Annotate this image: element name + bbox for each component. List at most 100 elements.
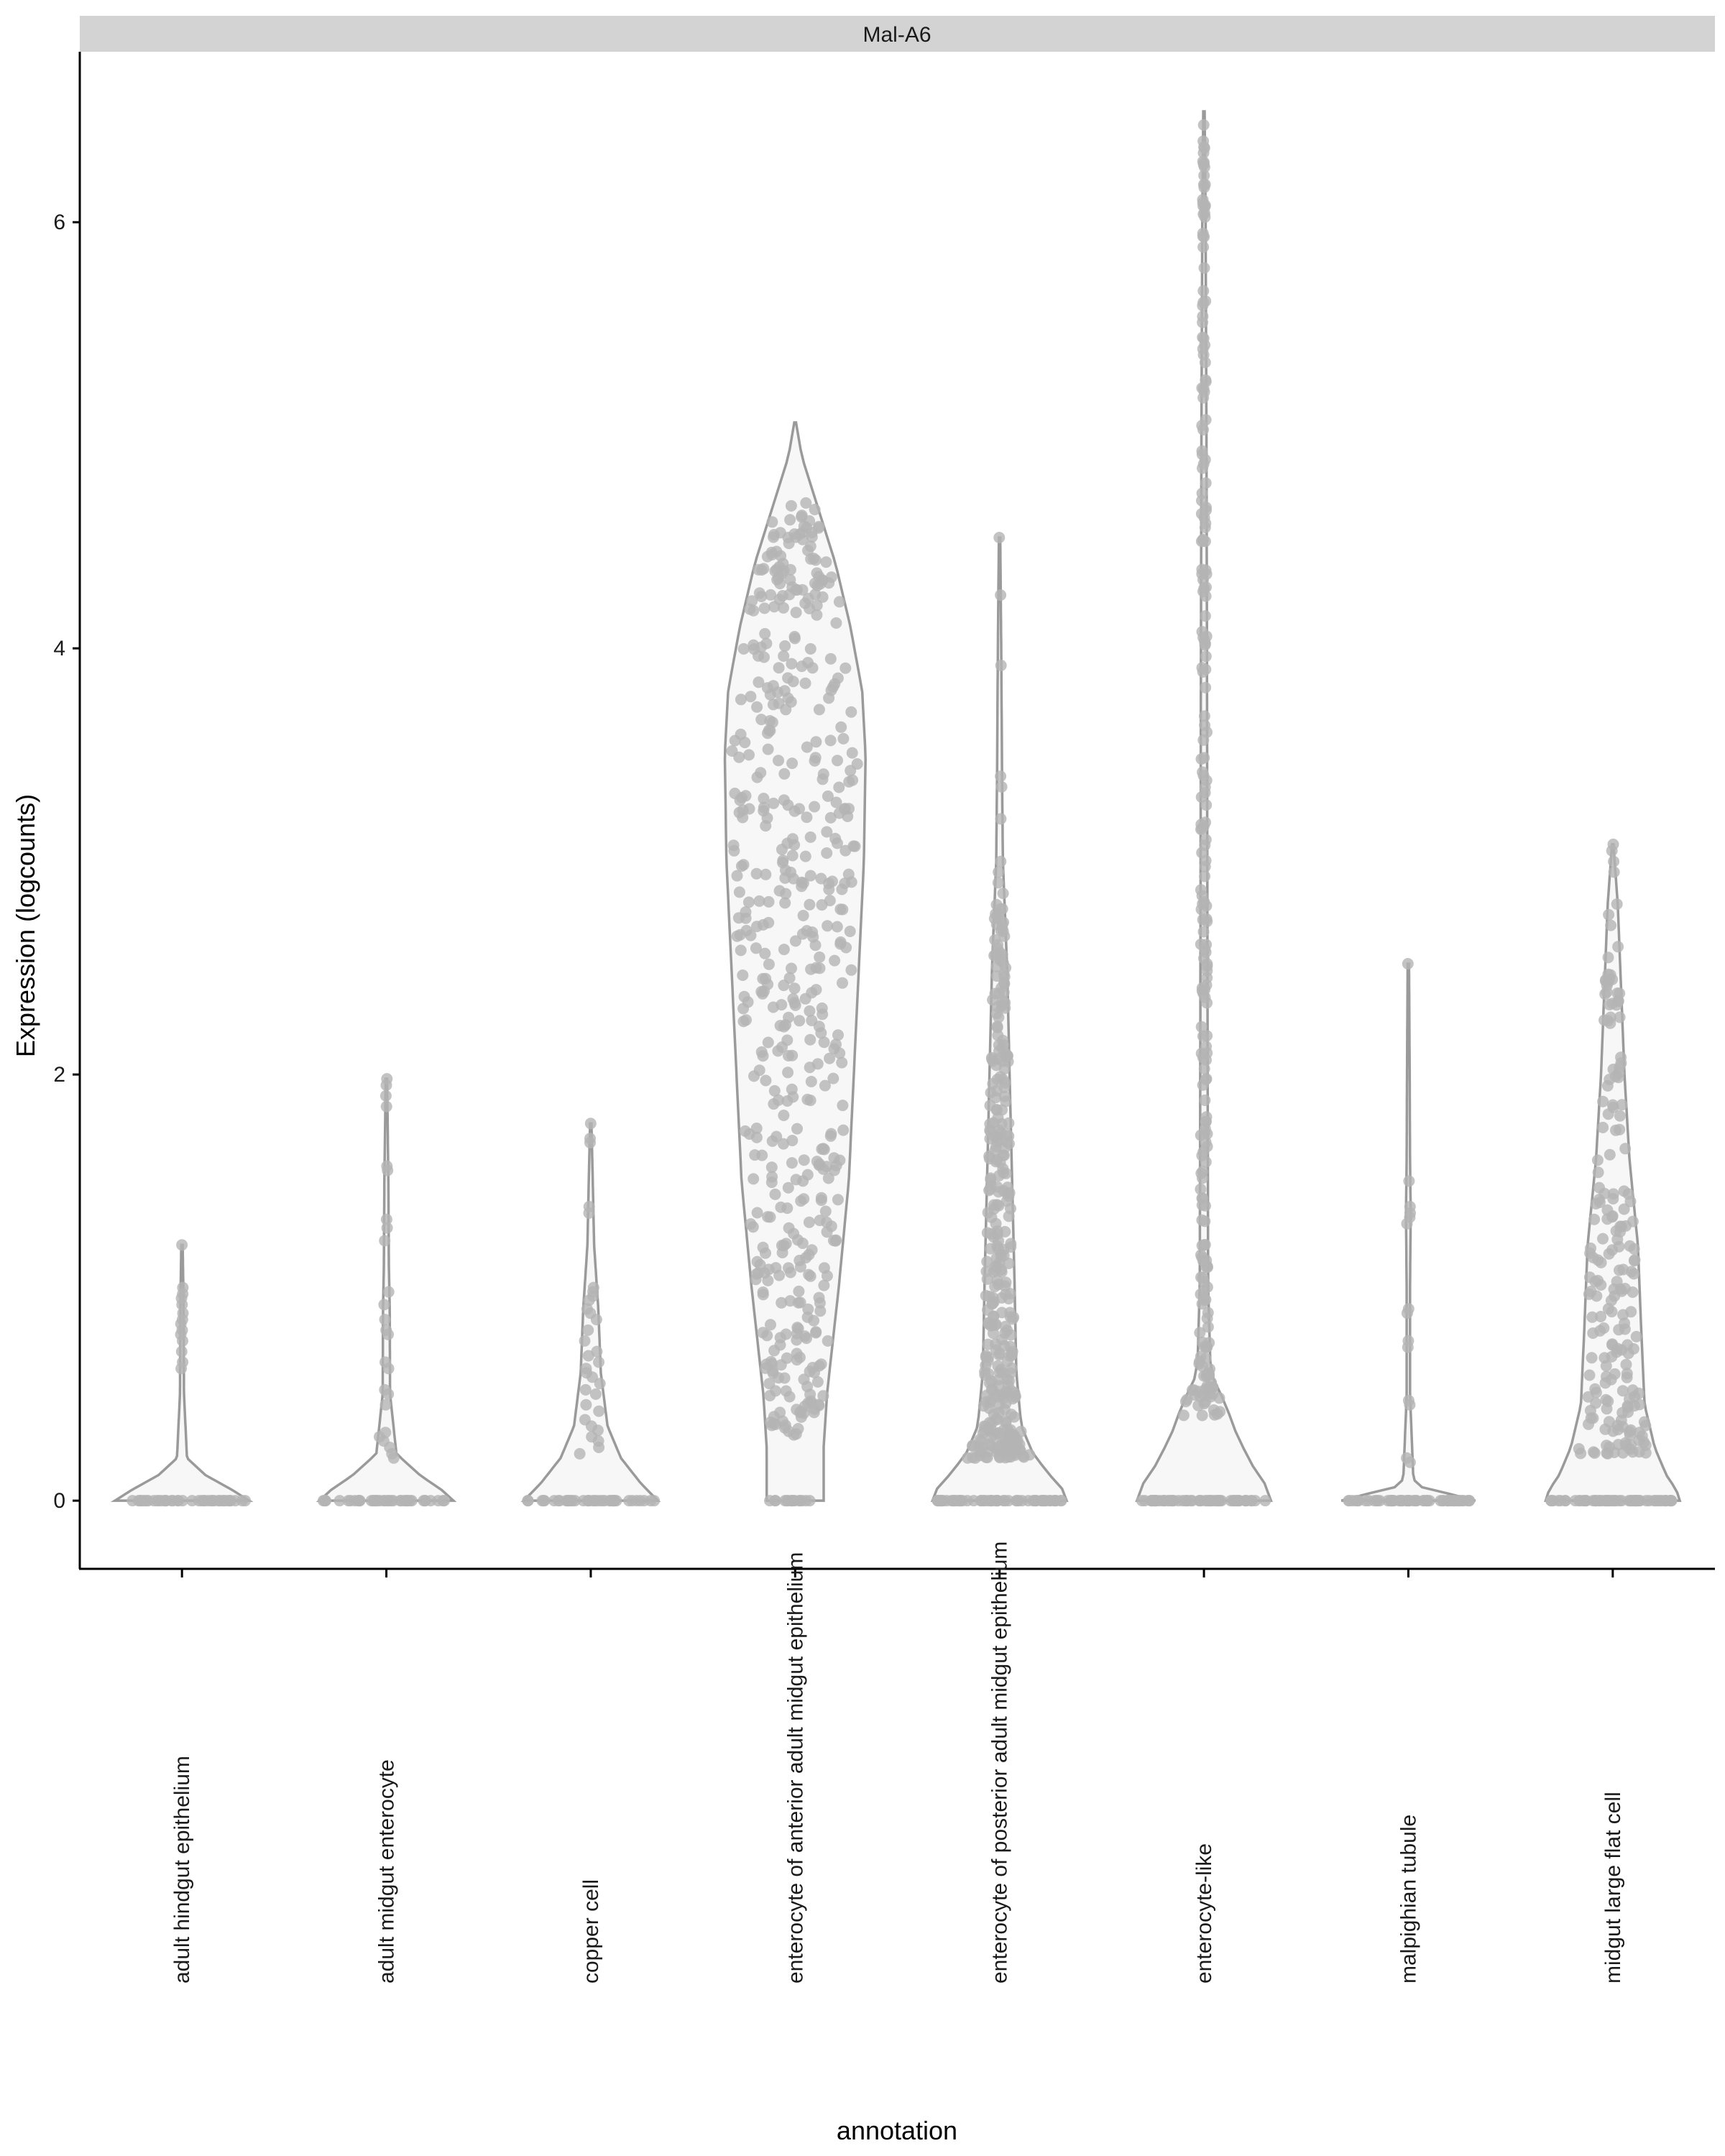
data-point xyxy=(824,811,837,824)
data-point xyxy=(837,1100,849,1112)
data-point xyxy=(1197,770,1210,782)
data-point xyxy=(1196,420,1208,432)
data-point xyxy=(565,1495,577,1507)
data-point xyxy=(782,1067,794,1079)
data-point xyxy=(824,1130,837,1142)
y-tick-label: 4 xyxy=(53,637,65,660)
data-point xyxy=(985,1051,998,1064)
data-point xyxy=(1200,663,1212,676)
data-point xyxy=(981,1273,993,1285)
y-ticks: 0 2 4 6 xyxy=(53,211,80,1513)
data-point xyxy=(1457,1495,1469,1507)
data-point xyxy=(1194,1327,1206,1339)
data-point xyxy=(758,602,770,614)
data-point xyxy=(819,1205,832,1217)
data-point xyxy=(743,749,755,761)
data-point xyxy=(990,918,1003,931)
data-point xyxy=(789,999,801,1011)
data-point xyxy=(580,1399,592,1411)
data-point xyxy=(1640,1495,1652,1507)
data-point xyxy=(1022,1495,1034,1507)
data-point xyxy=(814,1305,827,1317)
data-point xyxy=(1006,1393,1018,1405)
data-point xyxy=(813,704,825,716)
data-point xyxy=(1196,1251,1208,1263)
data-point xyxy=(432,1495,444,1507)
data-point xyxy=(236,1495,248,1507)
data-point xyxy=(1005,1451,1017,1463)
data-point xyxy=(593,1356,604,1368)
data-point xyxy=(1597,1121,1609,1133)
data-point xyxy=(599,1495,611,1507)
data-point xyxy=(792,1322,804,1335)
data-point xyxy=(1181,1393,1193,1406)
data-point xyxy=(1195,1047,1208,1059)
data-point xyxy=(584,1118,597,1130)
data-point xyxy=(1197,349,1210,361)
data-point xyxy=(845,706,857,718)
data-point xyxy=(1585,1242,1596,1254)
data-point xyxy=(1198,752,1210,764)
data-point xyxy=(1602,1015,1614,1027)
data-point xyxy=(786,962,797,975)
data-point xyxy=(809,554,822,566)
data-point xyxy=(780,1328,792,1340)
data-point xyxy=(811,1156,823,1168)
data-point xyxy=(984,1100,996,1112)
data-point xyxy=(795,1411,807,1423)
data-point xyxy=(832,1194,844,1206)
data-point xyxy=(1598,1322,1610,1334)
data-point xyxy=(1004,1288,1016,1300)
data-point xyxy=(837,732,850,745)
data-point xyxy=(991,1181,1003,1193)
data-point xyxy=(806,1015,818,1026)
data-point xyxy=(1605,1373,1617,1386)
data-point xyxy=(1198,262,1210,274)
data-point xyxy=(998,968,1010,980)
data-point xyxy=(1003,1210,1015,1222)
data-point xyxy=(811,609,823,621)
data-point xyxy=(735,728,747,740)
data-point xyxy=(1616,1495,1628,1507)
data-point xyxy=(788,632,801,645)
data-point xyxy=(1197,300,1209,312)
data-point xyxy=(804,1005,816,1017)
data-point xyxy=(1630,1330,1642,1342)
data-point xyxy=(834,936,847,948)
data-point xyxy=(790,1174,802,1186)
data-point xyxy=(737,1015,750,1028)
data-point xyxy=(1198,1276,1210,1288)
data-point xyxy=(989,934,1001,946)
data-point xyxy=(1600,1360,1612,1372)
data-point xyxy=(1615,1344,1627,1356)
data-point xyxy=(1604,969,1616,981)
data-point xyxy=(781,1095,794,1107)
data-point xyxy=(1196,626,1208,637)
data-point xyxy=(794,528,806,540)
violin-6 xyxy=(1340,962,1476,1502)
data-point xyxy=(141,1495,153,1507)
data-point xyxy=(778,1240,790,1252)
data-point xyxy=(1201,1312,1213,1325)
data-point xyxy=(993,946,1006,958)
data-point xyxy=(579,1335,591,1347)
data-point xyxy=(1003,1130,1015,1142)
data-point xyxy=(758,651,770,663)
x-axis-title: annotation xyxy=(837,2116,957,2145)
data-point xyxy=(784,1295,796,1307)
data-point xyxy=(1200,681,1212,694)
data-point xyxy=(1196,1214,1208,1226)
data-point xyxy=(781,1352,793,1364)
data-point xyxy=(1599,1423,1611,1435)
data-point xyxy=(1199,1239,1211,1250)
data-point xyxy=(1610,1124,1622,1136)
data-point xyxy=(778,1110,790,1121)
data-point xyxy=(589,1388,602,1400)
data-point xyxy=(735,860,748,872)
data-point xyxy=(985,1227,998,1240)
data-point xyxy=(995,659,1007,671)
data-point xyxy=(787,676,799,688)
data-point xyxy=(770,563,783,576)
data-point xyxy=(1588,1446,1600,1458)
data-point xyxy=(773,662,785,674)
